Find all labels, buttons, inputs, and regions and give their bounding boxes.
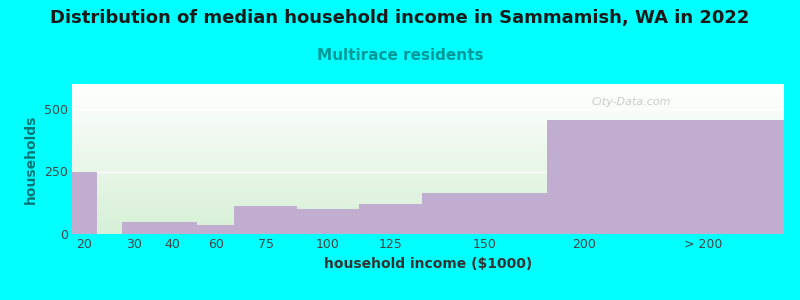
Bar [297, 209, 359, 234]
Bar [422, 193, 546, 234]
X-axis label: household income ($1000): household income ($1000) [324, 257, 532, 271]
Bar [197, 224, 234, 234]
Bar [622, 120, 784, 234]
Y-axis label: households: households [24, 114, 38, 204]
Text: Multirace residents: Multirace residents [317, 48, 483, 63]
Text: City-Data.com: City-Data.com [592, 97, 671, 107]
Bar [359, 203, 422, 234]
Bar [546, 120, 622, 234]
Bar [234, 206, 297, 234]
Bar [147, 222, 197, 234]
Bar [72, 172, 97, 234]
Bar [122, 221, 147, 234]
Text: Distribution of median household income in Sammamish, WA in 2022: Distribution of median household income … [50, 9, 750, 27]
